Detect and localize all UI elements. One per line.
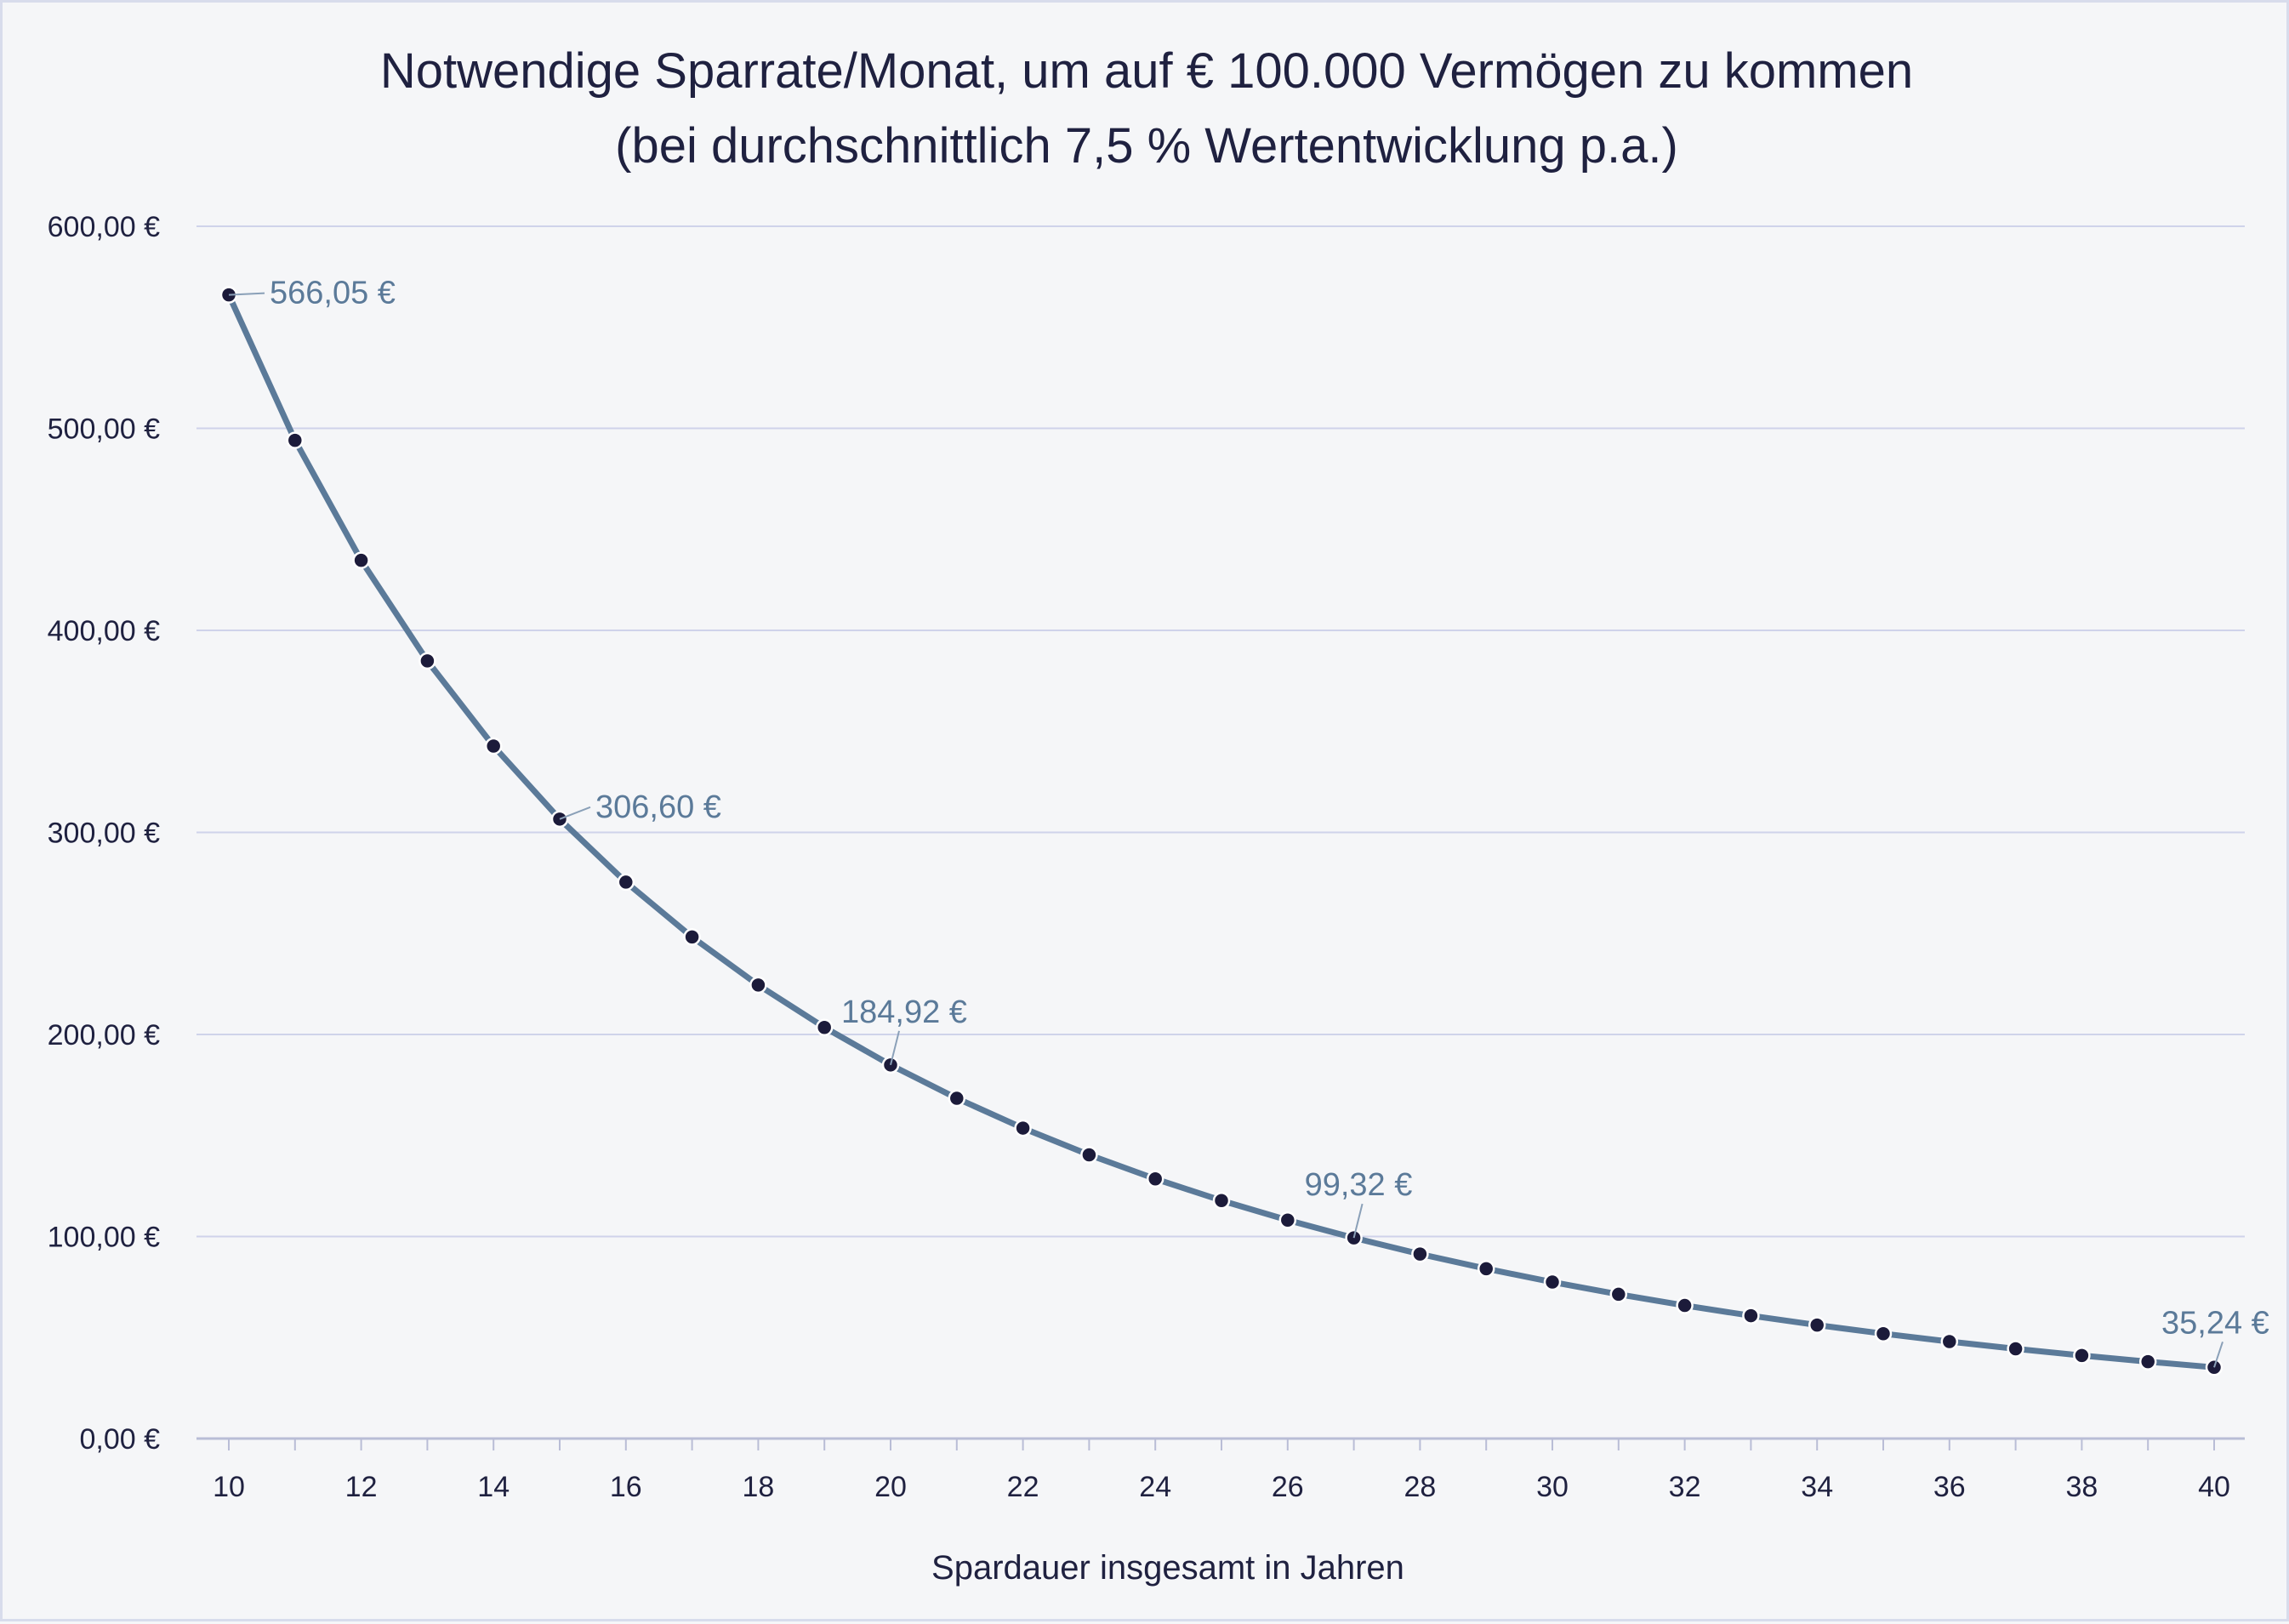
- x-tick-label: 16: [610, 1471, 642, 1503]
- x-tick-label: 22: [1007, 1471, 1039, 1503]
- data-point: [617, 873, 635, 892]
- x-tick-label: 32: [1669, 1471, 1701, 1503]
- y-tick-label: 600,00 €: [48, 211, 160, 243]
- data-label-leader: [228, 292, 265, 296]
- data-label-leader: [1352, 1203, 1364, 1239]
- data-point: [352, 551, 370, 569]
- y-tick-label: 500,00 €: [48, 413, 160, 446]
- x-tick-label: 20: [874, 1471, 907, 1503]
- x-tick-label: 40: [2198, 1471, 2230, 1503]
- data-point: [1278, 1211, 1297, 1229]
- x-tick-label: 24: [1139, 1471, 1171, 1503]
- x-tick-label: 34: [1801, 1471, 1833, 1503]
- data-label: 35,24 €: [2161, 1305, 2269, 1341]
- x-axis-label: Spardauer insgesamt in Jahren: [931, 1549, 1404, 1587]
- y-tick-label: 300,00 €: [48, 818, 160, 850]
- data-point: [419, 652, 436, 670]
- data-point: [1609, 1285, 1628, 1303]
- x-tick-label: 36: [1933, 1471, 1966, 1503]
- y-tick-label: 200,00 €: [48, 1019, 160, 1051]
- data-point: [1212, 1191, 1231, 1210]
- y-tick-label: 400,00 €: [48, 615, 160, 647]
- y-tick-label: 100,00 €: [48, 1222, 160, 1254]
- data-point: [1014, 1119, 1032, 1137]
- y-tick-label: 0,00 €: [79, 1423, 160, 1456]
- data-point: [1676, 1296, 1694, 1314]
- x-tick-label: 38: [2065, 1471, 2098, 1503]
- data-label: 184,92 €: [841, 994, 967, 1030]
- x-tick-label: 14: [477, 1471, 510, 1503]
- data-point: [1808, 1316, 1826, 1334]
- data-point: [1940, 1332, 1959, 1351]
- data-point: [286, 431, 305, 449]
- line-chart: Notwendige Sparrate/Monat, um auf € 100.…: [48, 43, 2269, 1587]
- x-tick-label: 28: [1404, 1471, 1436, 1503]
- chart-subtitle: (bei durchschnittlich 7,5 % Wertentwickl…: [615, 118, 1678, 174]
- x-tick-label: 18: [742, 1471, 774, 1503]
- x-tick-label: 30: [1536, 1471, 1569, 1503]
- data-point: [815, 1018, 834, 1036]
- data-point: [2073, 1347, 2091, 1365]
- data-point: [2007, 1340, 2024, 1358]
- data-point: [948, 1089, 966, 1108]
- data-point: [1543, 1273, 1562, 1291]
- data-point: [1080, 1146, 1098, 1164]
- data-label-leader: [2213, 1341, 2224, 1368]
- data-label-leader: [559, 806, 591, 820]
- data-point: [683, 928, 701, 946]
- data-point: [1411, 1245, 1429, 1263]
- data-label: 306,60 €: [595, 789, 721, 825]
- x-tick-label: 10: [213, 1471, 245, 1503]
- data-label: 566,05 €: [270, 276, 396, 311]
- chart-title: Notwendige Sparrate/Monat, um auf € 100.…: [380, 43, 1913, 99]
- data-point: [1477, 1260, 1495, 1278]
- data-point: [1874, 1325, 1893, 1342]
- data-point: [484, 737, 503, 755]
- data-label-leader: [890, 1030, 900, 1066]
- data-label: 99,32 €: [1305, 1167, 1413, 1203]
- data-point: [1742, 1307, 1760, 1325]
- x-tick-label: 12: [345, 1471, 378, 1503]
- data-point: [2138, 1353, 2157, 1370]
- data-point: [1146, 1170, 1164, 1188]
- data-point: [749, 976, 767, 994]
- x-tick-label: 26: [1272, 1471, 1304, 1503]
